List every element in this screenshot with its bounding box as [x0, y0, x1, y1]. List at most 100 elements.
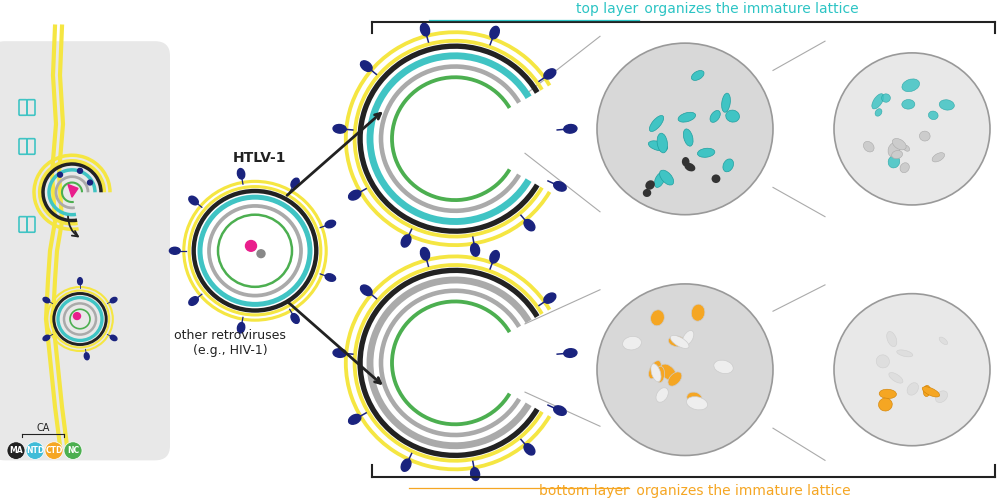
Ellipse shape — [684, 163, 695, 172]
Ellipse shape — [919, 131, 930, 141]
Ellipse shape — [710, 110, 720, 122]
Ellipse shape — [471, 244, 480, 256]
Ellipse shape — [922, 386, 940, 397]
Ellipse shape — [471, 468, 480, 480]
Ellipse shape — [892, 138, 906, 150]
Circle shape — [597, 43, 773, 214]
Ellipse shape — [682, 330, 694, 345]
Ellipse shape — [649, 360, 661, 379]
Ellipse shape — [872, 94, 884, 109]
Ellipse shape — [892, 150, 903, 158]
Ellipse shape — [900, 162, 909, 172]
Ellipse shape — [902, 100, 915, 109]
Ellipse shape — [325, 274, 336, 281]
Ellipse shape — [524, 220, 535, 231]
Ellipse shape — [291, 178, 299, 188]
Ellipse shape — [349, 414, 361, 424]
Ellipse shape — [691, 304, 705, 321]
Circle shape — [78, 168, 82, 173]
Ellipse shape — [722, 93, 730, 112]
Text: NTD: NTD — [26, 446, 44, 455]
Ellipse shape — [554, 182, 566, 191]
Ellipse shape — [923, 386, 930, 396]
Ellipse shape — [490, 26, 499, 39]
Ellipse shape — [43, 298, 50, 303]
Ellipse shape — [882, 94, 890, 102]
Ellipse shape — [726, 110, 739, 122]
Ellipse shape — [939, 337, 948, 344]
Ellipse shape — [420, 248, 430, 260]
Ellipse shape — [333, 124, 346, 133]
Circle shape — [58, 172, 62, 177]
Text: CTD: CTD — [45, 446, 63, 455]
Ellipse shape — [110, 335, 117, 340]
Ellipse shape — [939, 100, 954, 110]
Ellipse shape — [687, 392, 702, 404]
Ellipse shape — [888, 156, 900, 168]
Ellipse shape — [907, 382, 919, 395]
Ellipse shape — [649, 116, 664, 132]
Ellipse shape — [237, 322, 245, 333]
Ellipse shape — [670, 336, 689, 348]
Circle shape — [257, 250, 265, 258]
Circle shape — [88, 180, 92, 185]
Circle shape — [834, 294, 990, 446]
Ellipse shape — [903, 145, 910, 151]
Ellipse shape — [686, 396, 708, 410]
Circle shape — [245, 240, 256, 252]
Ellipse shape — [889, 372, 903, 383]
Circle shape — [26, 442, 44, 460]
Ellipse shape — [656, 366, 665, 382]
Ellipse shape — [897, 350, 913, 357]
Ellipse shape — [84, 353, 89, 360]
Ellipse shape — [401, 459, 411, 471]
Ellipse shape — [668, 372, 682, 386]
Text: organizes the immature lattice: organizes the immature lattice — [632, 484, 850, 498]
Circle shape — [45, 442, 63, 460]
Ellipse shape — [928, 111, 938, 120]
Ellipse shape — [524, 444, 535, 455]
Text: organizes the immature lattice: organizes the immature lattice — [640, 2, 859, 16]
Ellipse shape — [189, 296, 198, 306]
Ellipse shape — [360, 61, 372, 72]
Ellipse shape — [691, 70, 704, 81]
Circle shape — [64, 442, 82, 460]
Ellipse shape — [712, 174, 720, 183]
Ellipse shape — [78, 278, 82, 284]
Ellipse shape — [683, 129, 693, 146]
Ellipse shape — [697, 148, 715, 158]
Ellipse shape — [651, 310, 664, 326]
Ellipse shape — [623, 336, 641, 350]
Ellipse shape — [935, 391, 948, 402]
Ellipse shape — [564, 348, 577, 358]
Ellipse shape — [360, 285, 372, 296]
Ellipse shape — [863, 142, 874, 152]
Ellipse shape — [668, 336, 686, 347]
Ellipse shape — [879, 389, 896, 398]
Text: HTLV-1: HTLV-1 — [233, 151, 287, 165]
Ellipse shape — [325, 220, 336, 228]
Ellipse shape — [879, 398, 892, 411]
Ellipse shape — [333, 348, 346, 358]
Ellipse shape — [887, 332, 897, 346]
Ellipse shape — [544, 293, 556, 303]
Ellipse shape — [678, 112, 696, 122]
Ellipse shape — [654, 172, 665, 188]
Ellipse shape — [110, 298, 117, 303]
Ellipse shape — [714, 360, 733, 374]
Ellipse shape — [876, 355, 889, 368]
Ellipse shape — [682, 157, 690, 166]
Ellipse shape — [902, 79, 920, 92]
Ellipse shape — [660, 170, 674, 185]
Text: CA: CA — [36, 423, 50, 433]
Ellipse shape — [401, 235, 411, 247]
Circle shape — [74, 312, 80, 320]
Ellipse shape — [657, 133, 667, 153]
Ellipse shape — [554, 406, 566, 415]
Ellipse shape — [656, 388, 668, 402]
Ellipse shape — [237, 168, 245, 179]
Circle shape — [597, 284, 773, 456]
Text: other retroviruses
(e.g., HIV-1): other retroviruses (e.g., HIV-1) — [174, 330, 286, 357]
Ellipse shape — [564, 124, 577, 133]
Ellipse shape — [875, 108, 882, 116]
